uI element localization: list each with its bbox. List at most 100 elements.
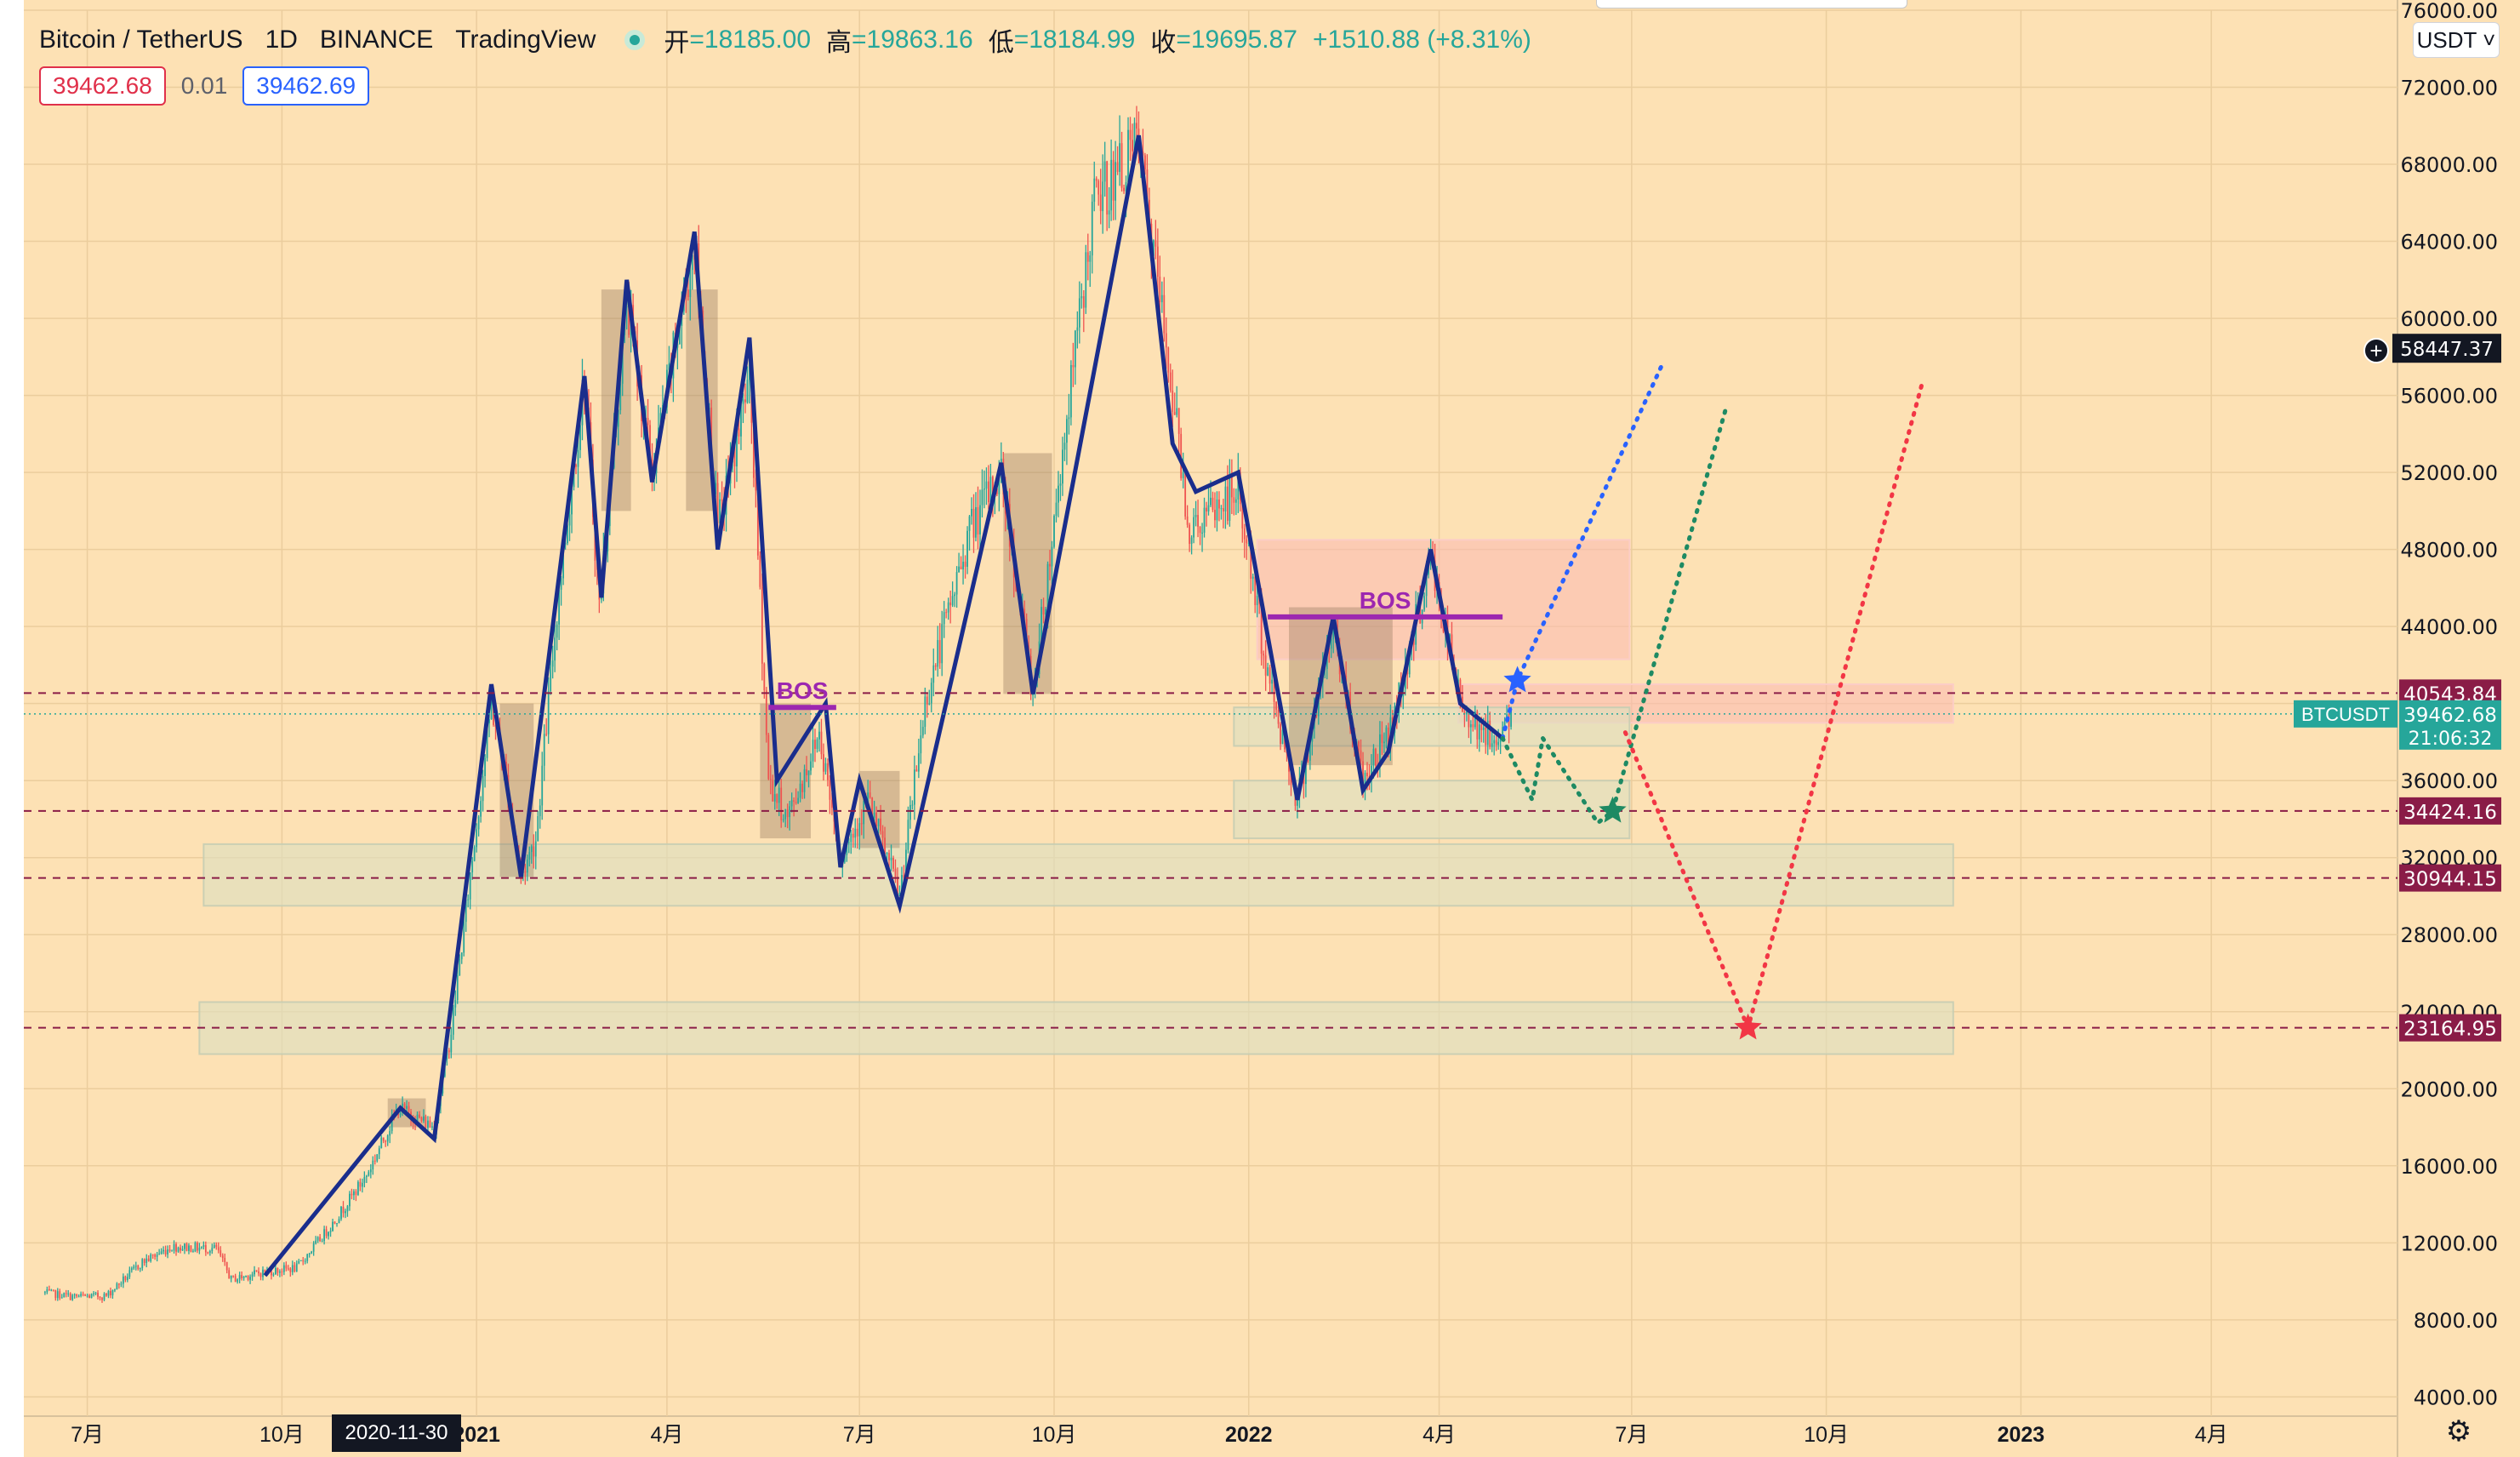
candle	[1068, 393, 1070, 435]
candle	[776, 793, 778, 809]
candle	[1223, 499, 1224, 529]
candle	[884, 826, 886, 855]
candle	[1103, 141, 1106, 197]
candle	[1243, 523, 1246, 558]
candle	[795, 788, 797, 805]
candle	[80, 1291, 83, 1298]
candle	[797, 791, 800, 804]
candle	[63, 1292, 66, 1298]
candle	[459, 954, 461, 976]
level-price-label: 34424.16	[2403, 802, 2497, 824]
candle	[958, 552, 960, 573]
candle	[926, 693, 928, 718]
y-tick-label: 64000.00	[2400, 231, 2498, 254]
candle	[541, 751, 544, 820]
buy-button[interactable]: 39462.69	[242, 66, 370, 106]
candle	[1040, 598, 1042, 646]
blue-target-star-icon[interactable]	[1503, 666, 1531, 693]
consolidation-box[interactable]	[1289, 607, 1393, 766]
candle	[873, 800, 875, 821]
candle	[1412, 637, 1415, 661]
candle	[818, 722, 820, 752]
candle	[951, 581, 954, 608]
candle	[1251, 573, 1254, 591]
red-target-star-icon[interactable]	[1734, 1013, 1762, 1040]
candle	[247, 1275, 249, 1282]
x-tick-label: 10月	[1032, 1423, 1077, 1447]
candle	[188, 1243, 190, 1254]
demand-zone[interactable]	[1233, 706, 1631, 747]
candle	[334, 1220, 336, 1225]
candle	[175, 1242, 177, 1256]
candle	[988, 465, 989, 510]
x-tick-label: 4月	[650, 1423, 683, 1447]
consolidation-box[interactable]	[859, 770, 900, 848]
candle	[1085, 244, 1087, 314]
candle	[1123, 184, 1125, 194]
candle	[177, 1246, 180, 1254]
interval-label[interactable]: 1D	[265, 26, 298, 54]
sell-button[interactable]: 39462.68	[39, 66, 166, 106]
candle	[1051, 540, 1053, 584]
ohlc-high-value: =19863.16	[852, 26, 973, 54]
demand-zone[interactable]	[202, 843, 1954, 907]
candle	[351, 1188, 353, 1200]
candle	[765, 687, 767, 743]
candle	[793, 797, 795, 817]
candle	[162, 1246, 165, 1254]
candle	[755, 469, 757, 508]
candle	[329, 1227, 332, 1237]
candle	[547, 677, 550, 745]
currency-select[interactable]: USDT ˅	[2413, 22, 2500, 58]
candle	[160, 1248, 162, 1255]
candle	[184, 1243, 185, 1254]
candle	[365, 1174, 368, 1184]
y-tick-label: 4000.00	[2414, 1386, 2498, 1409]
y-tick-label: 76000.00	[2400, 0, 2498, 23]
candle	[975, 492, 977, 542]
swing-zigzag-line[interactable]	[263, 134, 1504, 1277]
candle	[359, 1178, 362, 1191]
y-tick-label: 60000.00	[2400, 307, 2498, 331]
floating-toolbar-tab[interactable]	[1596, 0, 1907, 9]
gear-icon[interactable]: ⚙	[2445, 1415, 2472, 1448]
candle	[241, 1271, 243, 1281]
candle	[1102, 154, 1104, 234]
candle	[1206, 501, 1207, 527]
candle	[759, 551, 761, 590]
plus-circle-icon[interactable]: +	[2363, 338, 2389, 363]
supply-zone[interactable]	[1256, 539, 1631, 660]
symbol-name[interactable]: Bitcoin / TetherUS	[39, 26, 243, 54]
candle	[147, 1255, 150, 1262]
candle	[1176, 386, 1178, 418]
candle	[890, 844, 892, 871]
candle	[898, 885, 901, 896]
candle	[1234, 489, 1237, 516]
spread-value: 0.01	[180, 72, 228, 99]
candle	[852, 827, 854, 848]
green-target-star-icon[interactable]	[1599, 796, 1627, 823]
candle	[810, 753, 812, 775]
bar-countdown-label: 21:06:32	[2409, 728, 2493, 750]
candle	[103, 1292, 105, 1302]
candle	[349, 1191, 351, 1211]
ohlc-low-value: =18184.99	[1013, 26, 1136, 54]
candle	[197, 1241, 198, 1254]
candle	[934, 663, 937, 671]
candle	[742, 393, 744, 424]
last-price-tag	[2399, 700, 2501, 750]
candle	[225, 1261, 228, 1274]
candle	[1375, 747, 1377, 769]
demand-zone[interactable]	[1233, 780, 1631, 840]
candle	[773, 780, 776, 810]
y-tick-label: 36000.00	[2400, 769, 2498, 793]
candle	[319, 1234, 322, 1243]
candle	[1172, 369, 1174, 427]
candle	[281, 1268, 283, 1277]
candle	[1089, 250, 1092, 288]
candle	[938, 623, 941, 669]
green-projection-path[interactable]	[1500, 403, 1730, 826]
candle	[82, 1291, 84, 1297]
candle	[554, 620, 556, 672]
